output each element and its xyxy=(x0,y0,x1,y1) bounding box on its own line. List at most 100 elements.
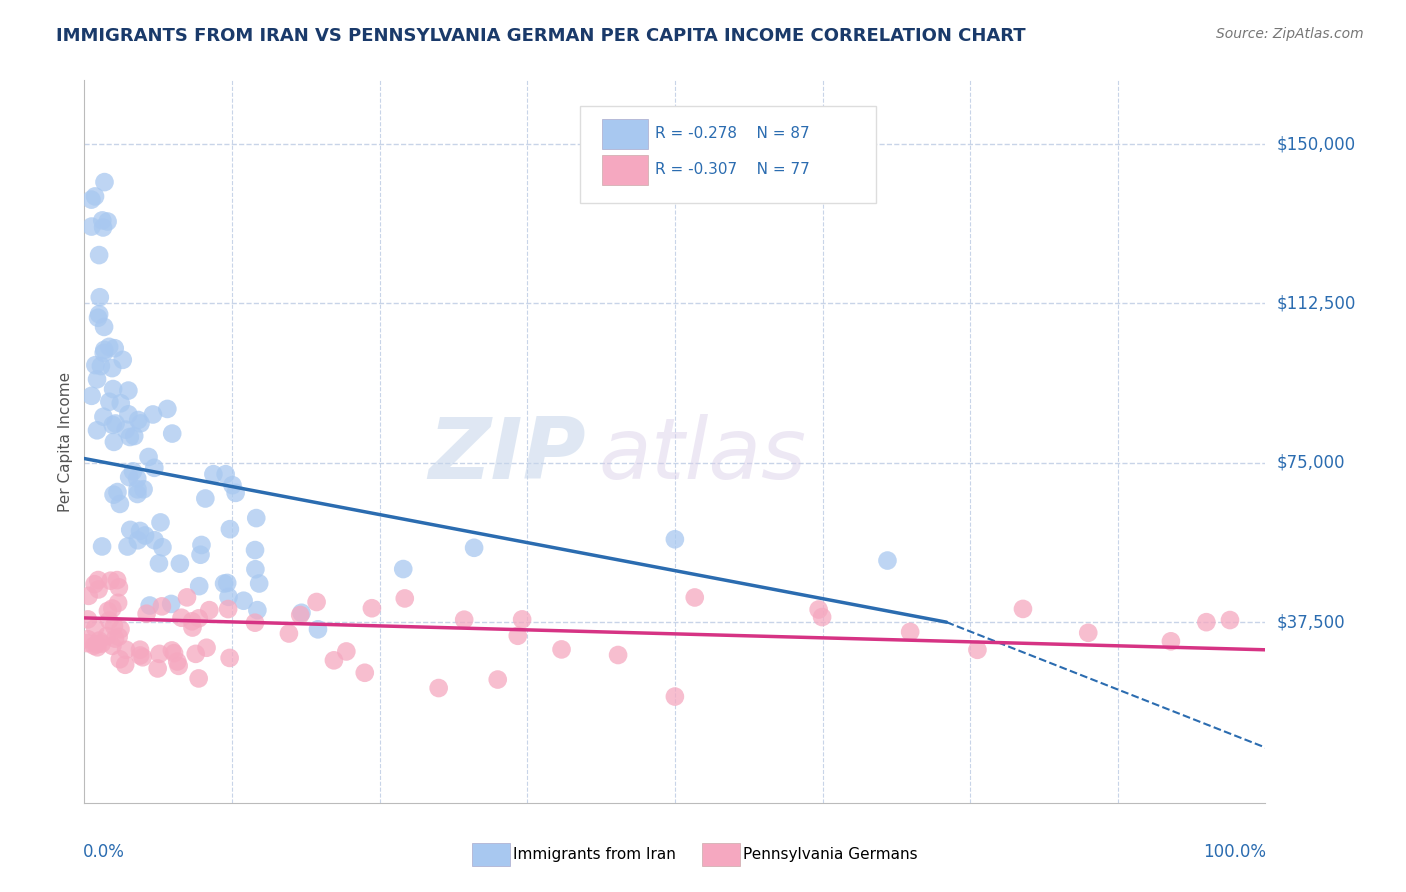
Point xyxy=(127,413,149,427)
Point xyxy=(195,640,218,655)
Point xyxy=(307,623,329,637)
Point xyxy=(127,487,149,501)
Point xyxy=(198,603,221,617)
Point xyxy=(111,352,134,367)
Point xyxy=(290,606,312,620)
Point xyxy=(93,320,115,334)
Point xyxy=(135,607,157,621)
Point xyxy=(105,573,128,587)
Point xyxy=(83,577,105,591)
Point xyxy=(101,361,124,376)
Point xyxy=(110,622,132,636)
Point xyxy=(214,467,236,482)
Text: 100.0%: 100.0% xyxy=(1204,843,1267,861)
Point xyxy=(101,639,124,653)
Point xyxy=(131,650,153,665)
Text: R = -0.307    N = 77: R = -0.307 N = 77 xyxy=(655,161,810,177)
Point xyxy=(114,423,136,437)
Point xyxy=(1012,602,1035,616)
Text: ZIP: ZIP xyxy=(429,415,586,498)
Point xyxy=(89,307,111,321)
Point xyxy=(129,648,152,663)
Point xyxy=(219,522,242,536)
Point xyxy=(103,434,125,449)
Point xyxy=(146,661,169,675)
Point xyxy=(77,612,100,626)
Point xyxy=(84,189,107,203)
Point xyxy=(101,382,124,396)
Point xyxy=(80,219,103,234)
Point xyxy=(232,593,254,607)
Point xyxy=(190,548,212,562)
Point xyxy=(486,673,509,687)
Point xyxy=(100,574,122,588)
Point xyxy=(117,384,139,398)
Point xyxy=(245,562,267,576)
Point xyxy=(134,528,156,542)
Point xyxy=(129,524,152,538)
Point xyxy=(169,557,191,571)
Point xyxy=(143,533,166,548)
Point xyxy=(98,614,121,628)
Point xyxy=(277,626,299,640)
Point xyxy=(108,580,131,594)
Point xyxy=(93,175,115,189)
Point xyxy=(243,543,266,558)
Point xyxy=(353,665,375,680)
Text: R = -0.278    N = 87: R = -0.278 N = 87 xyxy=(655,126,810,141)
Point xyxy=(93,409,115,424)
Point xyxy=(156,401,179,416)
Point xyxy=(1077,625,1099,640)
Point xyxy=(142,408,165,422)
Point xyxy=(107,630,129,644)
Point xyxy=(104,341,127,355)
Point xyxy=(98,340,121,354)
Point xyxy=(84,358,107,372)
Point xyxy=(245,511,267,525)
Point xyxy=(87,248,110,262)
Point xyxy=(80,193,103,207)
Point xyxy=(212,576,235,591)
Point xyxy=(187,611,209,625)
Point xyxy=(167,658,190,673)
Point xyxy=(664,533,686,547)
Text: IMMIGRANTS FROM IRAN VS PENNSYLVANIA GERMAN PER CAPITA INCOME CORRELATION CHART: IMMIGRANTS FROM IRAN VS PENNSYLVANIA GER… xyxy=(56,27,1026,45)
Point xyxy=(103,488,125,502)
Point xyxy=(127,471,149,485)
Point xyxy=(335,644,357,658)
Point xyxy=(86,640,108,655)
Point xyxy=(77,589,100,603)
FancyBboxPatch shape xyxy=(602,154,648,185)
Point xyxy=(108,497,131,511)
Point xyxy=(150,599,173,614)
Point xyxy=(218,590,240,604)
Point xyxy=(97,604,120,618)
Point xyxy=(811,610,834,624)
Point xyxy=(187,672,209,686)
Point xyxy=(122,464,145,478)
Point xyxy=(87,633,110,648)
Point xyxy=(101,417,124,432)
Point xyxy=(86,637,108,651)
Point xyxy=(97,214,120,228)
Point xyxy=(76,636,98,650)
Point xyxy=(217,576,239,591)
Point xyxy=(188,579,211,593)
Point xyxy=(506,629,529,643)
Text: $150,000: $150,000 xyxy=(1277,135,1355,153)
Point xyxy=(127,483,149,497)
Point xyxy=(90,359,112,373)
Point xyxy=(118,430,141,444)
Point xyxy=(118,470,141,484)
Point xyxy=(98,394,121,409)
Point xyxy=(93,343,115,357)
Point xyxy=(322,653,344,667)
Point xyxy=(107,596,129,610)
Point xyxy=(463,541,485,555)
Point xyxy=(160,426,183,441)
Point xyxy=(83,639,105,653)
Point xyxy=(76,632,98,647)
Point xyxy=(87,573,110,587)
Point xyxy=(84,621,107,635)
Point xyxy=(392,562,415,576)
